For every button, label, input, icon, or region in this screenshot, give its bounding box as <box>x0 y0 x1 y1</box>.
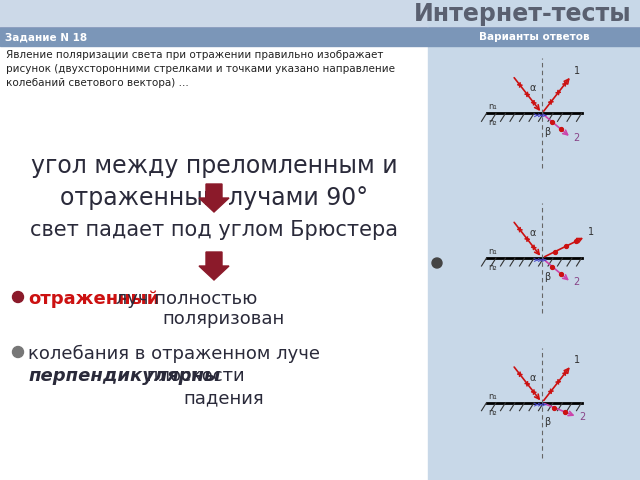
Circle shape <box>13 291 24 302</box>
Text: n₁: n₁ <box>488 102 497 111</box>
Text: n₂: n₂ <box>488 408 497 417</box>
Circle shape <box>13 347 24 358</box>
Text: угол между преломленным и
отраженным лучами 90°: угол между преломленным и отраженным луч… <box>31 154 397 210</box>
Text: отраженный: отраженный <box>28 290 159 308</box>
Polygon shape <box>199 184 229 212</box>
Text: Задание N 18: Задание N 18 <box>5 32 87 42</box>
Text: 2: 2 <box>573 133 579 143</box>
Circle shape <box>432 258 442 268</box>
Text: поляризован: поляризован <box>163 310 285 328</box>
Bar <box>428 0 640 480</box>
Text: n₂: n₂ <box>488 119 497 127</box>
Polygon shape <box>199 252 229 280</box>
Text: 1: 1 <box>573 65 580 75</box>
Text: падения: падения <box>184 389 264 407</box>
Text: перпендикулярны: перпендикулярны <box>28 367 220 385</box>
Text: α: α <box>530 84 536 93</box>
Text: β: β <box>544 272 550 282</box>
Bar <box>428 28 640 46</box>
Text: свет падает под углом Брюстера: свет падает под углом Брюстера <box>30 220 398 240</box>
Text: Варианты ответов: Варианты ответов <box>479 32 589 42</box>
Text: β: β <box>544 127 550 137</box>
Text: 2: 2 <box>573 277 579 288</box>
Text: α: α <box>530 372 536 383</box>
Text: α: α <box>530 228 536 238</box>
Text: 1: 1 <box>573 355 580 365</box>
Text: Интернет-тесты: Интернет-тесты <box>414 2 632 26</box>
Text: 2: 2 <box>579 412 586 422</box>
Text: n₂: n₂ <box>488 263 497 272</box>
Text: колебания в отраженном луче: колебания в отраженном луче <box>28 345 320 363</box>
Text: n₁: n₁ <box>488 392 497 401</box>
Bar <box>0 46 428 480</box>
Text: луч полностью: луч полностью <box>110 290 257 308</box>
Text: плоскости: плоскости <box>141 367 244 385</box>
Text: n₁: n₁ <box>488 247 497 256</box>
Bar <box>0 28 428 46</box>
Text: β: β <box>544 417 550 427</box>
Text: Явление поляризации света при отражении правильно изображает
рисунок (двухсторон: Явление поляризации света при отражении … <box>6 50 395 88</box>
Text: 1: 1 <box>588 227 594 237</box>
